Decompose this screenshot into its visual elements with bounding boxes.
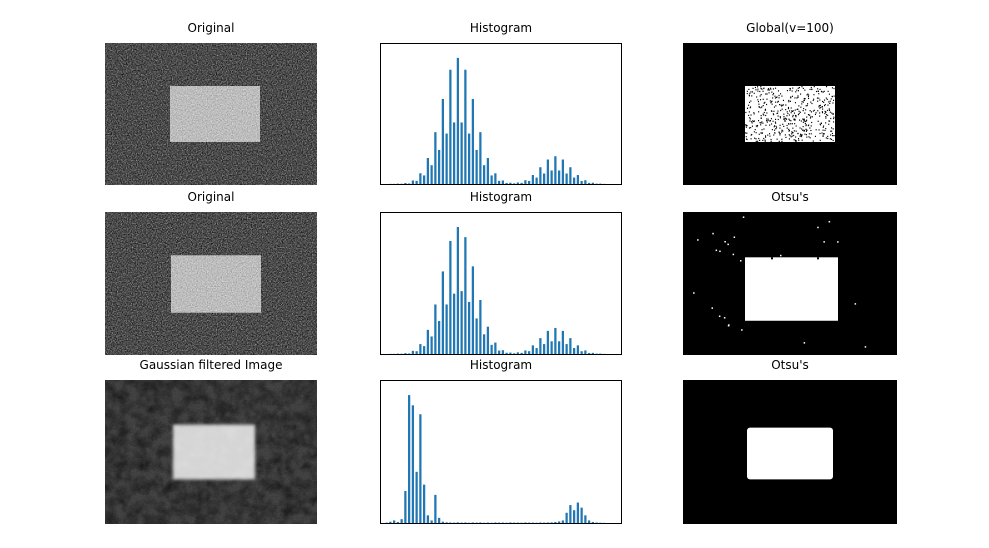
pepper-noise xyxy=(745,86,835,142)
histogram-bars xyxy=(389,226,606,354)
panel-title: Otsu's xyxy=(771,190,809,204)
gaussian-filtered-image xyxy=(105,380,317,524)
otsu-threshold-result-1 xyxy=(683,212,897,355)
otsu-threshold-image-2 xyxy=(683,380,897,524)
gaussian-filtered-image-box xyxy=(105,380,317,524)
histogram-bars xyxy=(385,395,606,523)
panel-title: Histogram xyxy=(469,190,533,204)
panel-global-threshold: Global(v=100) xyxy=(683,20,897,185)
panel-title: Global(v=100) xyxy=(746,21,834,35)
panel-title: Original xyxy=(187,190,235,204)
panel-title: Histogram xyxy=(469,358,533,372)
panel-histogram-row1: Histogram xyxy=(380,20,622,185)
panel-title: Original xyxy=(187,21,235,35)
panel-otsu-row2: Otsu's xyxy=(683,189,897,355)
panel-title: Gaussian filtered Image xyxy=(139,358,283,372)
panel-histogram-row3: Histogram xyxy=(380,357,622,524)
original-image-2 xyxy=(105,212,317,355)
histogram-plot-row3 xyxy=(380,380,622,524)
global-threshold-image xyxy=(683,43,897,185)
noisy-image-row2 xyxy=(105,212,317,355)
panel-gaussian-filtered: Gaussian filtered Image xyxy=(105,357,317,524)
noisy-image-row1 xyxy=(105,43,317,185)
histogram-plot-row2 xyxy=(380,212,622,355)
otsu-threshold-image-1 xyxy=(683,212,897,355)
panel-histogram-row2: Histogram xyxy=(380,189,622,355)
histogram-bars xyxy=(389,57,606,184)
panel-title: Otsu's xyxy=(771,358,809,372)
panel-otsu-row3: Otsu's xyxy=(683,357,897,524)
panel-original-row1: Original xyxy=(105,20,317,185)
global-threshold-result xyxy=(683,43,897,185)
otsu-threshold-result-2 xyxy=(683,380,897,524)
panel-title: Histogram xyxy=(469,21,533,35)
histogram-plot-row1 xyxy=(380,43,622,185)
original-image-1 xyxy=(105,43,317,185)
panel-original-row2: Original xyxy=(105,189,317,355)
